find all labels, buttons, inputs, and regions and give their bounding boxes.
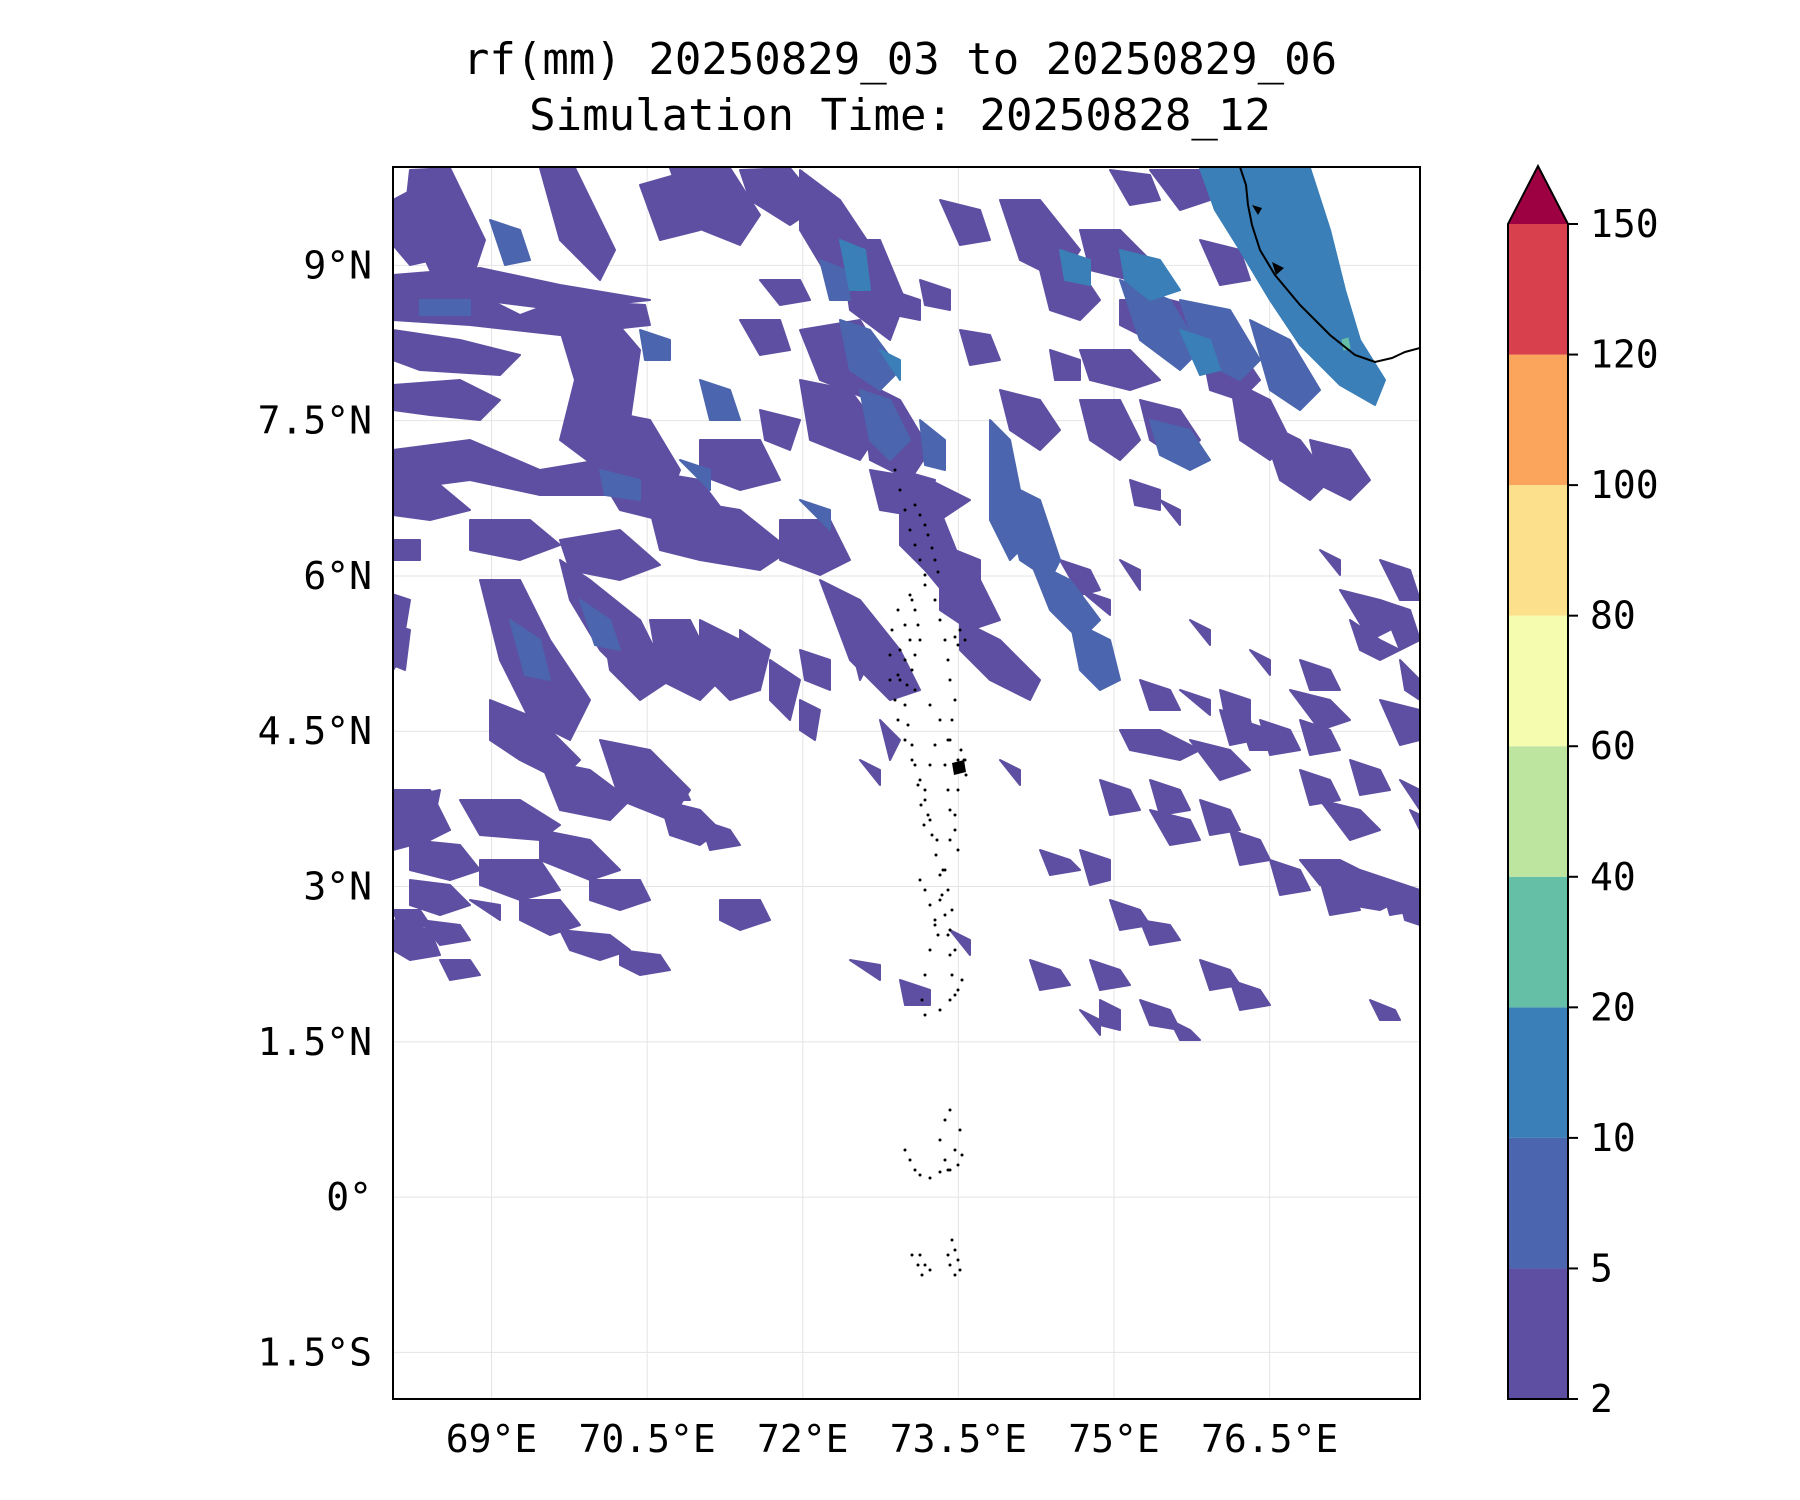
colorbar-segment <box>1508 615 1568 747</box>
y-tick-label: 1.5°S <box>258 1330 372 1374</box>
coastline-india <box>1239 167 1420 364</box>
island-dots <box>888 468 968 1277</box>
colorbar-tick-label: 20 <box>1590 985 1636 1029</box>
y-tick-label: 1.5°N <box>258 1020 372 1064</box>
colorbar-tick-label: 10 <box>1590 1116 1636 1160</box>
y-tick-label: 4.5°N <box>258 709 372 753</box>
colorbar-segment <box>1508 1007 1568 1138</box>
x-tick-label: 76.5°E <box>1201 1417 1338 1461</box>
title-line-1: rf(mm) 20250829_03 to 20250829_06 <box>462 34 1338 85</box>
colorbar-segment <box>1508 485 1568 616</box>
colorbar-tick-label: 5 <box>1590 1246 1613 1290</box>
colorbar-tick-label: 100 <box>1590 463 1659 507</box>
colorbar-segment <box>1508 1268 1568 1399</box>
colorbar-segment <box>1508 876 1568 1008</box>
colorbar-segment <box>1508 224 1568 355</box>
y-tick-labels: 9°N 7.5°N 6°N 4.5°N 3°N 1.5°N 0° 1.5°S <box>258 243 372 1374</box>
title-line-2: Simulation Time: 20250828_12 <box>529 90 1271 141</box>
colorbar-tick-label: 2 <box>1590 1377 1613 1421</box>
x-tick-label: 70.5°E <box>579 1417 716 1461</box>
y-tick-label: 0° <box>326 1175 372 1219</box>
colorbar-tick-label: 150 <box>1590 202 1659 246</box>
y-tick-label: 6°N <box>303 554 372 598</box>
colorbar-tick-label: 120 <box>1590 333 1659 377</box>
colorbar-segment <box>1508 354 1568 486</box>
colorbar-segment <box>1508 746 1568 877</box>
colorbar-tick-label: 80 <box>1590 594 1636 638</box>
y-tick-label: 3°N <box>303 865 372 909</box>
colorbar-segment <box>1508 1137 1568 1269</box>
x-tick-label: 73.5°E <box>890 1417 1027 1461</box>
colorbar-tick-label: 40 <box>1590 855 1636 899</box>
x-tick-label: 75°E <box>1068 1417 1160 1461</box>
map-frame <box>392 166 1421 1400</box>
colorbar: 2 5 10 20 40 60 80 100 120 150 <box>1507 163 1659 1421</box>
colorbar-extend-triangle <box>1508 166 1568 224</box>
rainfall-contours <box>393 167 1420 1041</box>
x-tick-label: 69°E <box>446 1417 538 1461</box>
colorbar-tick-label: 60 <box>1590 724 1636 768</box>
y-tick-label: 9°N <box>303 243 372 287</box>
y-tick-label: 7.5°N <box>258 399 372 443</box>
x-tick-label: 72°E <box>757 1417 849 1461</box>
x-tick-labels: 69°E 70.5°E 72°E 73.5°E 75°E 76.5°E <box>446 1417 1338 1461</box>
